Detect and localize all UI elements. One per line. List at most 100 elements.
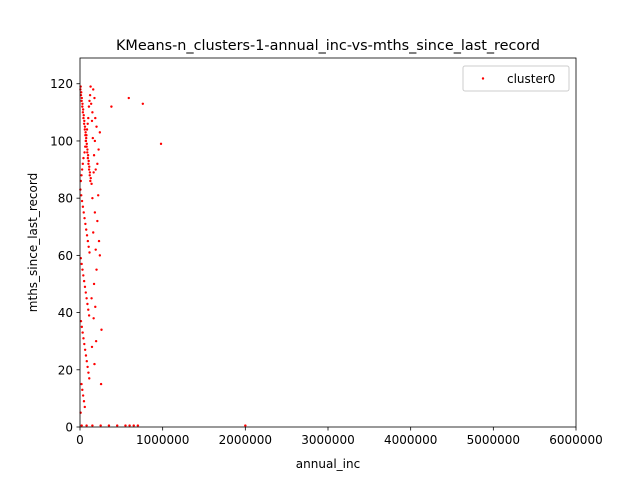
- data-point-cluster0: [85, 128, 89, 131]
- data-point-cluster0: [82, 156, 85, 160]
- data-point-cluster0: [86, 156, 90, 160]
- y-tick-label: 0: [65, 421, 73, 435]
- data-point-cluster0: [86, 148, 89, 151]
- data-point-cluster0: [88, 93, 92, 97]
- data-point-cluster0: [97, 148, 100, 151]
- data-point-cluster0: [87, 308, 90, 311]
- data-point-cluster0: [85, 228, 88, 231]
- data-point-cluster0: [88, 171, 92, 174]
- data-point-cluster0: [95, 268, 98, 271]
- data-point-cluster0: [87, 105, 91, 108]
- data-point-cluster0: [93, 139, 97, 143]
- data-point-cluster0: [82, 114, 85, 117]
- data-point-cluster0: [89, 179, 92, 183]
- data-point-cluster0: [132, 424, 135, 427]
- legend: cluster0: [462, 65, 570, 92]
- data-point-cluster0: [87, 162, 90, 166]
- data-point-cluster0: [80, 91, 83, 94]
- data-point-cluster0: [92, 171, 95, 174]
- y-tick-label: 60: [58, 249, 73, 263]
- data-point-cluster0: [81, 394, 85, 397]
- data-point-cluster0: [92, 154, 96, 157]
- data-point-cluster0: [83, 125, 87, 128]
- data-point-cluster0: [91, 111, 94, 114]
- data-point-cluster0: [84, 139, 87, 143]
- data-point-cluster0: [86, 151, 89, 154]
- y-tick-label: 120: [50, 77, 73, 91]
- data-point-cluster0: [81, 162, 85, 166]
- data-point-cluster0: [100, 328, 103, 331]
- data-point-cluster0: [82, 122, 86, 125]
- data-point-cluster0: [94, 116, 97, 120]
- data-point-cluster0: [87, 314, 91, 317]
- data-point-cluster0: [79, 188, 82, 191]
- legend-marker-cluster0: [481, 77, 485, 80]
- x-tick-label: 1000000: [136, 433, 189, 447]
- data-point-cluster0: [92, 231, 95, 234]
- data-point-cluster0: [93, 362, 96, 366]
- y-axis-label: mths_since_last_record: [26, 173, 40, 312]
- data-point-cluster0: [244, 424, 247, 427]
- data-point-cluster0: [91, 196, 94, 200]
- data-point-cluster0: [83, 342, 86, 346]
- x-tick-label: 2000000: [219, 433, 272, 447]
- data-point-cluster0: [88, 174, 91, 177]
- data-point-cluster0: [90, 297, 93, 300]
- data-point-cluster0: [84, 145, 87, 148]
- data-point-cluster0: [87, 159, 90, 163]
- data-point-cluster0: [94, 305, 97, 309]
- data-point-cluster0: [116, 424, 119, 427]
- data-point-cluster0: [81, 268, 84, 271]
- x-tick-label: 6000000: [549, 433, 602, 447]
- data-point-cluster0: [91, 424, 94, 427]
- data-point-cluster0: [124, 424, 127, 427]
- data-point-cluster0: [93, 211, 97, 214]
- data-point-cluster0: [94, 248, 97, 251]
- data-point-cluster0: [86, 122, 89, 125]
- data-point-cluster0: [80, 99, 83, 103]
- data-point-cluster0: [87, 245, 90, 248]
- x-tick-label: 5000000: [467, 433, 520, 447]
- data-point-cluster0: [98, 131, 102, 134]
- data-point-cluster0: [80, 424, 83, 427]
- data-point-cluster0: [96, 219, 99, 223]
- x-tick-label: 3000000: [301, 433, 354, 447]
- data-point-cluster0: [80, 194, 83, 197]
- data-point-cluster0: [81, 388, 84, 392]
- data-point-cluster0: [96, 194, 100, 197]
- data-point-cluster0: [84, 131, 87, 134]
- y-tick-label: 100: [50, 134, 73, 148]
- data-point-cluster0: [92, 317, 95, 320]
- data-point-cluster0: [85, 134, 88, 137]
- data-point-cluster0: [80, 96, 84, 100]
- data-points: [79, 85, 247, 427]
- x-axis-label: annual_inc: [296, 457, 360, 471]
- data-point-cluster0: [83, 348, 87, 351]
- data-point-cluster0: [95, 125, 98, 128]
- data-point-cluster0: [107, 424, 111, 427]
- data-point-cluster0: [89, 85, 92, 88]
- data-point-cluster0: [99, 382, 103, 386]
- data-point-cluster0: [83, 128, 86, 131]
- data-point-cluster0: [81, 111, 85, 114]
- data-point-cluster0: [80, 174, 83, 177]
- data-point-cluster0: [97, 239, 101, 243]
- data-point-cluster0: [85, 360, 88, 363]
- data-point-cluster0: [88, 251, 91, 254]
- x-axis-ticks: 0 1000000 2000000 3000000 4000000 5000000 6000…: [76, 427, 603, 447]
- legend-label-cluster0: cluster0: [507, 72, 555, 86]
- data-point-cluster0: [82, 279, 86, 283]
- data-point-cluster0: [90, 345, 94, 349]
- data-point-cluster0: [89, 176, 92, 180]
- plot-area: [80, 58, 576, 427]
- y-tick-label: 40: [58, 306, 73, 320]
- data-point-cluster0: [89, 102, 93, 105]
- data-point-cluster0: [85, 234, 89, 237]
- data-point-cluster0: [86, 239, 90, 243]
- data-point-cluster0: [85, 424, 88, 427]
- data-point-cluster0: [83, 216, 86, 220]
- data-point-cluster0: [88, 99, 91, 103]
- data-point-cluster0: [85, 297, 88, 300]
- data-point-cluster0: [84, 354, 88, 357]
